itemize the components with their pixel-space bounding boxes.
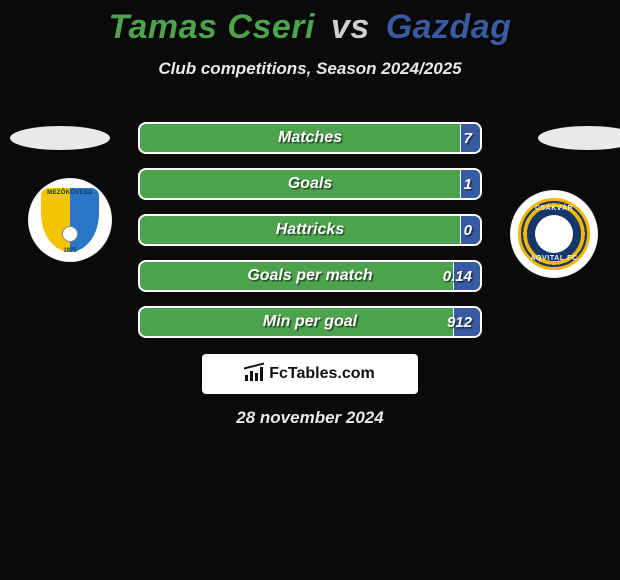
player2-name: Gazdag xyxy=(386,8,512,46)
player1-name: Tamas Cseri xyxy=(108,8,314,46)
crest-left-text: MEZŐKÖVESD xyxy=(41,190,99,196)
page-title: Tamas Cseri vs Gazdag xyxy=(0,0,620,47)
stat-bar xyxy=(138,214,482,246)
stat-bar-player2-fill xyxy=(460,170,480,198)
club-crest-right: CSÁKVÁR AQVITAL FC xyxy=(518,198,590,270)
generated-date: 28 november 2024 xyxy=(0,408,620,428)
stat-bar-player2-fill xyxy=(453,308,480,336)
stat-row: Goals per match0.14 xyxy=(138,260,482,292)
player1-silhouette xyxy=(10,126,110,150)
stat-row: Min per goal912 xyxy=(138,306,482,338)
subtitle: Club competitions, Season 2024/2025 xyxy=(0,59,620,79)
player1-club-badge: MEZŐKÖVESD 1975 xyxy=(28,178,112,262)
crest-left-year: 1975 xyxy=(41,248,99,254)
stat-bar-player2-fill xyxy=(453,262,480,290)
stat-bar xyxy=(138,306,482,338)
brand-badge[interactable]: FcTables.com xyxy=(202,354,418,394)
club-crest-left: MEZŐKÖVESD 1975 xyxy=(41,188,99,252)
chart-icon xyxy=(245,367,263,381)
crest-right-top: CSÁKVÁR xyxy=(521,205,587,212)
stat-row: Matches7 xyxy=(138,122,482,154)
stat-bar xyxy=(138,122,482,154)
stat-bar-player2-fill xyxy=(460,124,480,152)
stat-row: Hattricks0 xyxy=(138,214,482,246)
player2-club-badge: CSÁKVÁR AQVITAL FC xyxy=(510,190,598,278)
vs-label: vs xyxy=(331,8,370,46)
stat-bar xyxy=(138,168,482,200)
comparison-card: Tamas Cseri vs Gazdag Club competitions,… xyxy=(0,0,620,580)
crest-right-inner xyxy=(535,215,573,253)
stat-bar xyxy=(138,260,482,292)
stat-bar-player2-fill xyxy=(460,216,480,244)
stats-list: Matches7 Goals1 Hattricks0 Goals per match0… xyxy=(138,122,482,352)
brand-text: FcTables.com xyxy=(269,365,375,383)
stat-row: Goals1 xyxy=(138,168,482,200)
player2-silhouette xyxy=(538,126,620,150)
crest-right-bottom: AQVITAL FC xyxy=(521,255,587,262)
